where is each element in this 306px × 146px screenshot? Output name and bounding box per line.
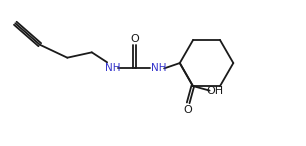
Text: O: O xyxy=(183,105,192,115)
Text: NH: NH xyxy=(151,63,166,73)
Text: O: O xyxy=(130,34,139,44)
Text: OH: OH xyxy=(207,86,223,96)
Text: NH: NH xyxy=(105,63,120,73)
